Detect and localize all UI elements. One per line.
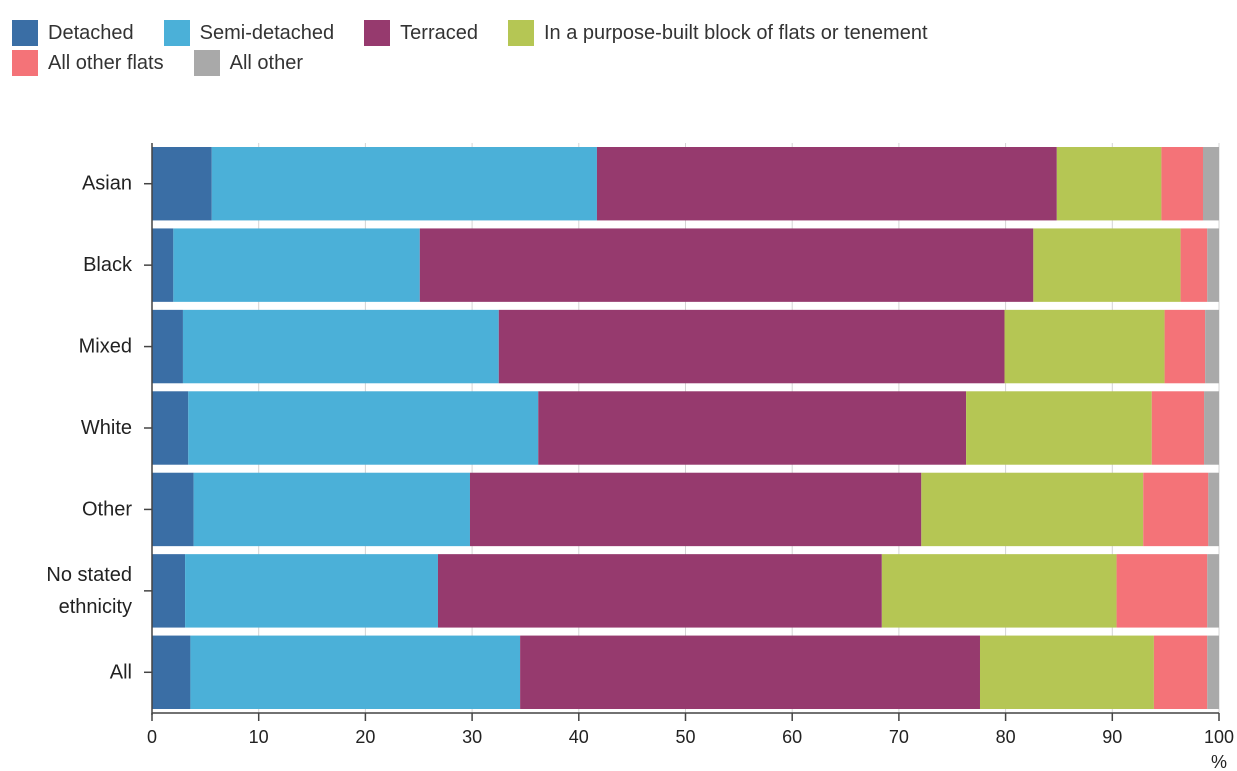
bar-segment	[1116, 554, 1208, 628]
legend-row: All other flats All other	[12, 48, 1112, 78]
category-label: ethnicity	[59, 596, 132, 618]
x-tick-label: 0	[147, 727, 157, 747]
bar-segment	[1056, 147, 1162, 221]
bar-segment	[979, 635, 1154, 709]
x-tick-label: 60	[782, 727, 802, 747]
bar-segment	[152, 147, 212, 221]
bar-segment	[1143, 472, 1209, 547]
legend-item: Terraced	[364, 20, 478, 46]
bar-segment	[1164, 309, 1206, 384]
legend-item: Detached	[12, 20, 134, 46]
bar-segment	[152, 228, 174, 302]
category-label: All	[110, 661, 132, 683]
x-tick-label: 80	[996, 727, 1016, 747]
bar-segment	[469, 472, 922, 547]
legend-label: In a purpose-built block of flats or ten…	[543, 21, 928, 44]
legend: Detached Semi-detached Terraced In a purpos…	[12, 18, 1112, 78]
bar-segment	[520, 635, 980, 709]
legend-label: All other	[229, 51, 303, 74]
legend-swatch	[364, 20, 391, 46]
bar-segment	[152, 472, 194, 547]
bar-segment	[152, 554, 186, 628]
x-tick-label: 100	[1204, 727, 1234, 747]
bar-segment	[596, 147, 1057, 221]
x-tick-label: 70	[889, 727, 909, 747]
category-label: Black	[83, 254, 133, 276]
x-tick-label: 50	[675, 727, 695, 747]
bar-segment	[188, 391, 539, 465]
legend-swatch	[12, 50, 38, 76]
legend-item: All other	[193, 50, 303, 76]
bar-segment	[1151, 391, 1205, 465]
bar-segment	[1207, 554, 1219, 628]
bar-segment	[182, 309, 499, 384]
legend-swatch	[193, 50, 220, 76]
legend-label: All other flats	[48, 51, 164, 74]
bar-segment	[1208, 472, 1219, 547]
bar-segment	[190, 635, 521, 709]
category-label: No stated	[46, 564, 132, 586]
category-label: Mixed	[79, 336, 132, 358]
bar-segment	[152, 309, 183, 384]
legend-item: Semi-detached	[163, 20, 335, 46]
bar-segment	[1153, 635, 1208, 709]
bar-segment	[193, 472, 470, 547]
legend-item: All other flats	[12, 50, 164, 76]
bar-segment	[1004, 309, 1165, 384]
bar-segment	[1204, 391, 1219, 465]
x-tick-label: 10	[249, 727, 269, 747]
bar-segment	[173, 228, 420, 302]
bar-segment	[921, 472, 1144, 547]
x-tick-label: 30	[462, 727, 482, 747]
legend-label: Semi-detached	[199, 21, 335, 44]
bar-segment	[152, 391, 189, 465]
bar-segment	[1207, 635, 1219, 709]
bar-segment	[966, 391, 1152, 465]
x-tick-label: 20	[355, 727, 375, 747]
bar-segment	[1202, 147, 1219, 221]
bar-segment	[498, 309, 1005, 384]
category-label: Other	[82, 498, 132, 520]
bar-segment	[152, 635, 191, 709]
bar-segment	[437, 554, 882, 628]
bar-segment	[419, 228, 1034, 302]
bar-segment	[1205, 309, 1219, 384]
bar-segment	[1207, 228, 1219, 302]
category-label: Asian	[82, 173, 132, 195]
legend-label: Terraced	[400, 21, 478, 44]
x-tick-label: 40	[569, 727, 589, 747]
legend-label: Detached	[48, 21, 134, 44]
legend-swatch	[12, 20, 38, 46]
bar-segment	[1180, 228, 1208, 302]
bar-segment	[211, 147, 597, 221]
legend-item: In a purpose-built block of flats or ten…	[507, 20, 928, 46]
legend-swatch	[507, 20, 534, 46]
bar-segment	[185, 554, 438, 628]
bar-segment	[538, 391, 967, 465]
bar-segment	[1161, 147, 1203, 221]
category-label: White	[81, 417, 132, 439]
legend-swatch	[163, 20, 190, 46]
legend-row: Detached Semi-detached Terraced In a purpos…	[12, 18, 1112, 48]
x-tick-label: 90	[1102, 727, 1122, 747]
bar-segment	[1033, 228, 1181, 302]
x-axis-unit-label: %	[1211, 752, 1227, 771]
bar-segment	[881, 554, 1117, 628]
